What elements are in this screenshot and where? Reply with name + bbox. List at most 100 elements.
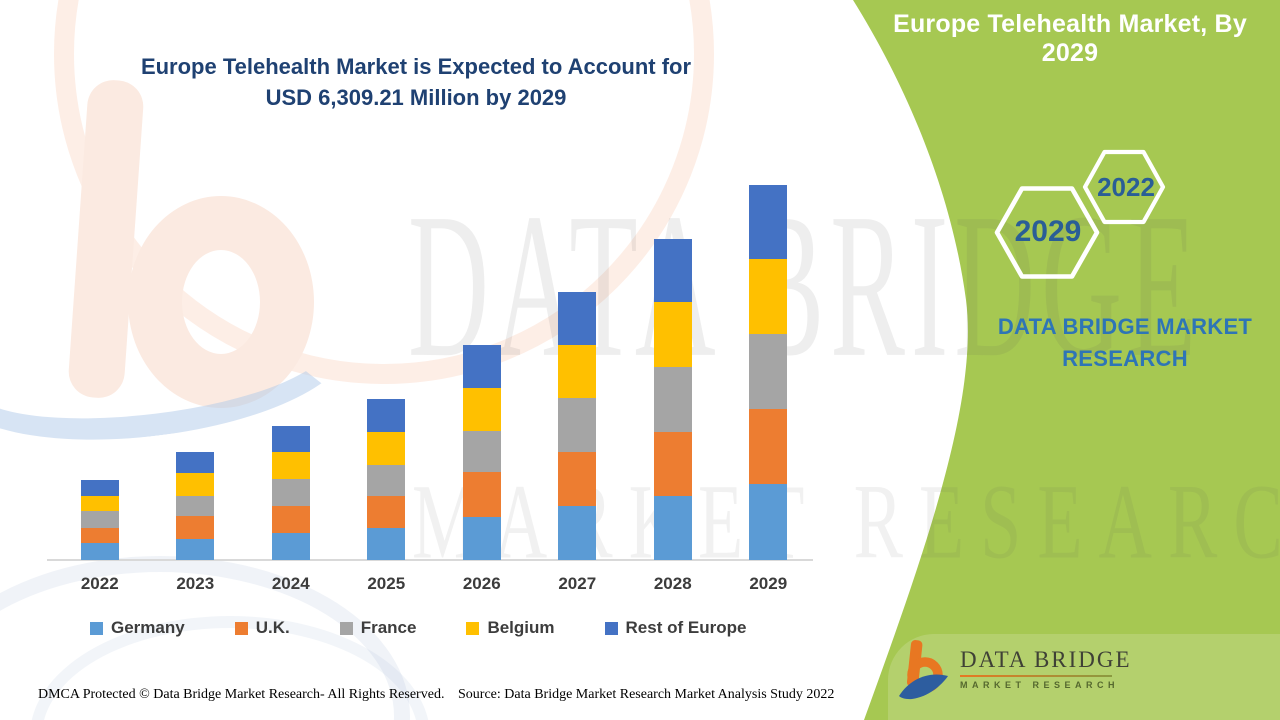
logo-panel-background	[888, 634, 1280, 720]
segment-u-k--2025	[367, 496, 406, 528]
logo-underline	[960, 675, 1112, 677]
chart-title: Europe Telehealth Market is Expected to …	[60, 51, 772, 113]
segment-rest-of-europe-2023	[176, 451, 215, 474]
segment-germany-2027	[558, 505, 597, 560]
bar-stack-2029	[749, 184, 788, 560]
segment-france-2029	[749, 334, 788, 409]
legend-swatch	[234, 621, 248, 635]
footer-source-text: Source: Data Bridge Market Research Mark…	[458, 687, 835, 702]
legend-swatch	[466, 621, 480, 635]
segment-germany-2026	[462, 517, 501, 560]
legend-label: France	[360, 618, 417, 637]
watermark-text-marketresearch: MARKET RESEARCH	[412, 463, 1280, 583]
segment-germany-2025	[367, 527, 406, 560]
x-label-2024: 2024	[271, 574, 310, 593]
logo-name: DATA BRIDGE	[960, 647, 1132, 672]
segment-france-2025	[367, 464, 406, 497]
x-label-2026: 2026	[462, 574, 501, 593]
x-label-2025: 2025	[367, 574, 406, 593]
bar-2022	[52, 170, 148, 560]
bar-2023	[148, 170, 244, 560]
hexagon-label-2029: 2029	[1014, 215, 1082, 248]
legend-label: U.K.	[255, 618, 290, 637]
x-axis-line	[47, 559, 813, 561]
x-label-2027: 2027	[558, 574, 597, 593]
company-logo: DATA BRIDGE MARKET RESEARCH	[898, 638, 1132, 704]
segment-france-2024	[271, 479, 310, 506]
segment-france-2023	[176, 496, 215, 516]
legend-item-germany: Germany	[90, 618, 185, 638]
legend-item-france: France	[339, 618, 417, 638]
bar-stack-2025	[367, 398, 406, 560]
segment-france-2026	[462, 431, 501, 473]
legend-label: Rest of Europe	[625, 618, 747, 637]
logo-text-block: DATA BRIDGE MARKET RESEARCH	[960, 638, 1132, 690]
logo-subtitle: MARKET RESEARCH	[960, 680, 1120, 690]
bar-2026	[434, 170, 530, 560]
chart-title-line1: Europe Telehealth Market is Expected to …	[140, 54, 692, 79]
bar-stack-2028	[653, 239, 692, 560]
legend-label: Belgium	[487, 618, 555, 637]
segment-france-2022	[80, 511, 119, 529]
segment-u-k--2024	[271, 506, 310, 533]
legend-swatch	[90, 621, 103, 635]
banner-title: Europe Telehealth Market, By 2029	[893, 10, 1247, 67]
segment-rest-of-europe-2022	[80, 479, 119, 496]
hexagons-graphic	[994, 149, 1166, 279]
bar-stack-2024	[271, 425, 310, 560]
x-label-2028: 2028	[653, 574, 692, 593]
segment-germany-2024	[271, 533, 310, 560]
hexagon-label-2022: 2022	[1097, 172, 1155, 202]
chart-title-line2: USD 6,309.21 Million by 2029	[265, 85, 567, 110]
brand-overlay-line1: DATA BRIDGE MARKET	[997, 314, 1253, 339]
segment-belgium-2024	[271, 452, 310, 480]
x-label-2022: 2022	[80, 574, 119, 593]
bar-stack-2023	[176, 451, 215, 560]
segment-belgium-2029	[749, 259, 788, 335]
watermark-text-databridge: DATA BRIDGE	[408, 171, 1203, 402]
segment-u-k--2022	[80, 528, 119, 544]
bar-2028	[625, 170, 721, 560]
footer-dmca-text: DMCA Protected © Data Bridge Market Rese…	[38, 687, 445, 702]
bar-chart-plot-area	[52, 170, 816, 560]
segment-u-k--2028	[653, 432, 692, 496]
segment-belgium-2028	[653, 302, 692, 367]
legend-item-belgium: Belgium	[466, 618, 555, 638]
bar-2024	[243, 170, 339, 560]
segment-belgium-2023	[176, 473, 215, 497]
segment-belgium-2027	[558, 344, 597, 399]
bar-stack-2026	[462, 345, 501, 560]
segment-belgium-2022	[80, 495, 119, 512]
legend-item-rest-of-europe: Rest of Europe	[604, 618, 747, 638]
hexagon-2022-outline	[1082, 149, 1166, 225]
segment-rest-of-europe-2026	[462, 345, 501, 389]
brand-overlay-line2: RESEARCH	[1062, 346, 1188, 371]
legend-item-u-k-: U.K.	[234, 618, 290, 638]
segment-u-k--2026	[462, 472, 501, 518]
bar-2025	[339, 170, 435, 560]
segment-u-k--2023	[176, 515, 215, 539]
x-axis-labels: 2022 2023 2024 2025 2026 2027 2028 2029	[52, 574, 816, 594]
segment-rest-of-europe-2028	[653, 239, 692, 303]
segment-belgium-2026	[462, 388, 501, 432]
bar-2027	[530, 170, 626, 560]
segment-u-k--2029	[749, 409, 788, 484]
segment-germany-2028	[653, 495, 692, 560]
segment-rest-of-europe-2025	[367, 398, 406, 432]
segment-germany-2029	[749, 484, 788, 560]
chart-legend: Germany U.K. France Belgium Rest of Europe	[90, 618, 746, 638]
x-label-2029: 2029	[749, 574, 788, 593]
segment-france-2028	[653, 366, 692, 433]
segment-rest-of-europe-2027	[558, 291, 597, 345]
segment-france-2027	[558, 398, 597, 453]
legend-swatch	[604, 621, 618, 635]
bar-stack-2027	[558, 291, 597, 560]
bar-stack-2022	[80, 479, 119, 560]
hexagon-2029-outline	[994, 186, 1100, 279]
bar-2029	[721, 170, 817, 560]
x-label-2023: 2023	[176, 574, 215, 593]
segment-rest-of-europe-2024	[271, 425, 310, 453]
brand-overlay-text: DATA BRIDGE MARKET RESEARCH	[980, 311, 1270, 375]
